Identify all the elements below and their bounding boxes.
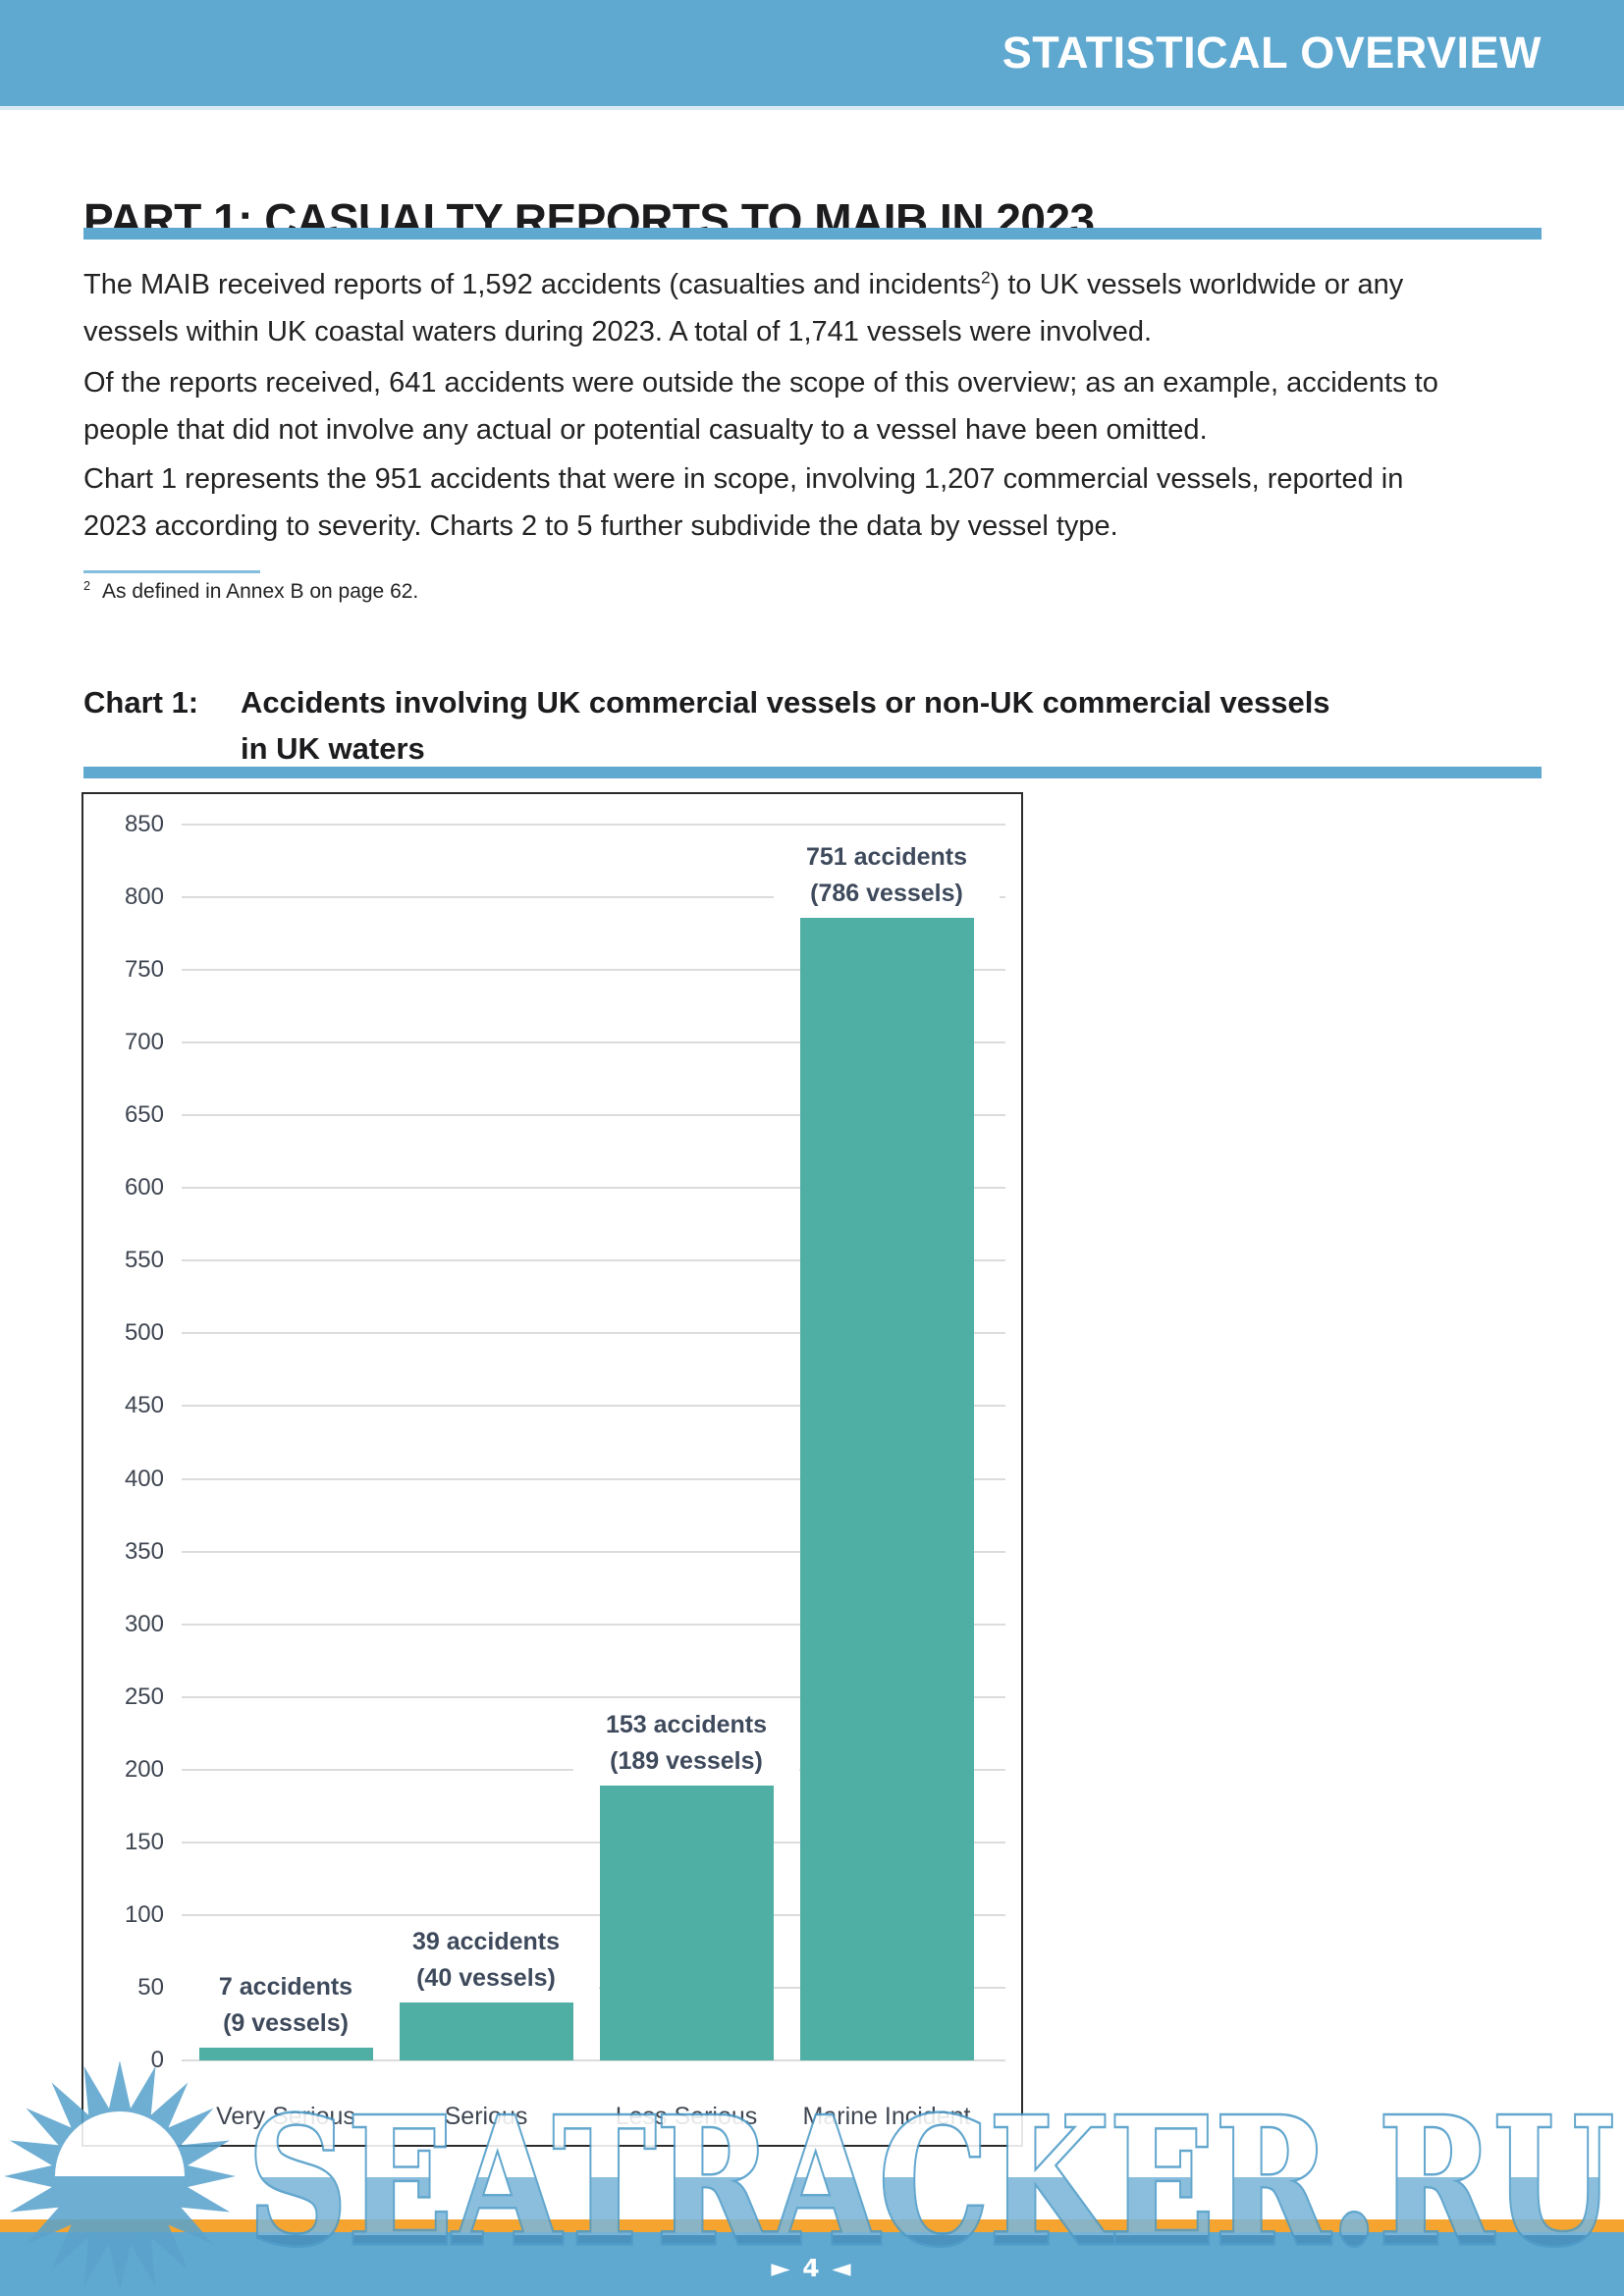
heading-underline-rule <box>83 228 1542 240</box>
footnote-separator-rule <box>83 570 260 573</box>
footer-band <box>0 2232 1624 2296</box>
chart-1-label: Chart 1: <box>83 685 199 720</box>
footnote-reference: 2 <box>980 267 991 288</box>
x-axis-label: Serious <box>444 2103 528 2130</box>
y-tick-label: 300 <box>124 1610 164 1637</box>
bar <box>799 918 974 2060</box>
gridline <box>182 1041 1005 1044</box>
gridline <box>182 1477 1005 1480</box>
bar-value-label: 153 accidents (189 vessels) <box>573 1707 799 1780</box>
gridline <box>182 969 1005 972</box>
gridline <box>182 1550 1005 1553</box>
footnote-text: As defined in Annex B on page 62. <box>102 580 419 603</box>
bar <box>399 2002 573 2060</box>
gridline <box>182 1259 1005 1262</box>
y-tick-label: 800 <box>124 883 164 911</box>
gridline <box>182 2059 1005 2061</box>
y-tick-label: 650 <box>124 1101 164 1129</box>
y-tick-label: 500 <box>124 1319 164 1347</box>
x-axis-label: Very Serious <box>216 2103 355 2130</box>
gridline <box>182 1695 1005 1698</box>
chart-1-heading: Chart 1: Accidents involving UK commerci… <box>83 679 1330 772</box>
footnote-marker: 2 <box>83 579 91 593</box>
bar <box>198 2048 373 2060</box>
gridline <box>182 824 1005 826</box>
gridline <box>182 1623 1005 1626</box>
y-tick-label: 0 <box>150 2047 164 2073</box>
gridline <box>182 1114 1005 1117</box>
y-tick-label: 250 <box>124 1682 164 1710</box>
x-axis-label: Marine Incident <box>802 2103 971 2130</box>
paragraph-3: Chart 1 represents the 951 accidents tha… <box>83 463 1404 542</box>
bar-value-label: 39 accidents (40 vessels) <box>373 1924 599 1997</box>
y-tick-label: 350 <box>124 1537 164 1565</box>
x-axis-label: Less Serious <box>615 2103 758 2130</box>
paragraph-2: Of the reports received, 641 accidents w… <box>83 367 1438 446</box>
y-tick-label: 700 <box>124 1029 164 1056</box>
gridline <box>182 1332 1005 1335</box>
chart-heading-underline-rule <box>83 767 1542 778</box>
y-tick-label: 50 <box>137 1973 164 2001</box>
gridline <box>182 896 1005 899</box>
paragraph-1-text: The MAIB received reports of 1,592 accid… <box>83 269 981 300</box>
y-tick-label: 550 <box>124 1247 164 1274</box>
y-tick-label: 450 <box>124 1392 164 1419</box>
page-header-band: STATISTICAL OVERVIEW <box>0 0 1624 110</box>
page-number: ► 4 ◄ <box>771 2254 853 2282</box>
y-tick-label: 150 <box>124 1828 164 1855</box>
paragraph-1: The MAIB received reports of 1,592 accid… <box>83 261 1561 355</box>
gridline <box>182 1405 1005 1408</box>
chart-1-title: Accidents involving UK commercial vessel… <box>241 685 1330 766</box>
bar <box>599 1786 774 2060</box>
bar-value-label: 751 accidents (786 vessels) <box>774 839 1000 912</box>
y-tick-label: 200 <box>124 1755 164 1783</box>
chart-1: 850 800 750 700 650 600 550 500 450 400 350 300 250 2… <box>81 792 1023 2147</box>
footnote: 2 As defined in Annex B on page 62. <box>83 580 418 604</box>
y-tick-label: 400 <box>124 1465 164 1492</box>
gridline <box>182 1913 1005 1916</box>
paragraph-1-text-cont: ) to UK vessels worldwide or any vessels… <box>83 269 1404 347</box>
gridline <box>182 1841 1005 1843</box>
y-tick-label: 750 <box>124 956 164 984</box>
y-tick-label: 600 <box>124 1174 164 1201</box>
y-tick-label: 850 <box>124 811 164 837</box>
footer-orange-rule <box>0 2219 1624 2232</box>
page-header-title: STATISTICAL OVERVIEW <box>1001 27 1542 78</box>
gridline <box>182 1187 1005 1190</box>
bar-value-label: 7 accidents (9 vessels) <box>173 1969 399 2042</box>
y-tick-label: 100 <box>124 1900 164 1928</box>
